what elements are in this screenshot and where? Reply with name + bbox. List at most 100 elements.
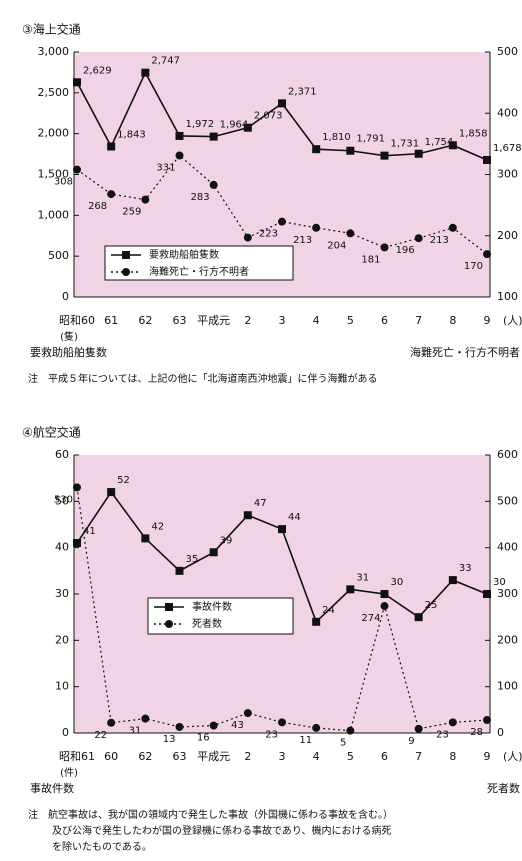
- y-tick-label: 2,500: [38, 86, 70, 99]
- note: 注 航空事故は、我が国の領域内で発生した事故（外国機に係わる事故を含む。） 及び公…: [28, 808, 393, 853]
- data-label: 25: [425, 600, 438, 611]
- x-tick-label: 8: [449, 750, 456, 763]
- marker: [141, 68, 150, 77]
- x-tick-label: 9: [484, 750, 491, 763]
- data-label: 283: [191, 192, 210, 203]
- y-axis-label: 事故件数: [30, 781, 74, 795]
- data-label: 530: [54, 494, 73, 505]
- x-tick-label: 5: [347, 750, 354, 763]
- marker: [175, 131, 184, 140]
- note: 注 平成５年については、上記の他に「北海道南西沖地震」に伴う海難がある: [28, 372, 378, 385]
- marker: [483, 716, 491, 725]
- y-tick-label: 50: [55, 494, 69, 507]
- x-tick-label: 6: [381, 750, 388, 763]
- note-line: 注 平成５年については、上記の他に「北海道南西沖地震」に伴う海難がある: [28, 372, 378, 385]
- data-label: 31: [129, 726, 142, 737]
- marker: [243, 233, 252, 242]
- data-label: 259: [122, 207, 141, 218]
- data-label: 31: [356, 572, 369, 583]
- marker: [243, 511, 252, 520]
- data-label: 52: [117, 475, 130, 486]
- y2-axis-label: 海難死亡・行方不明者: [410, 345, 520, 359]
- x-tick-label: 8: [449, 314, 456, 327]
- marker: [175, 722, 184, 731]
- data-label: 1,731: [391, 139, 420, 150]
- data-label: 23: [436, 729, 449, 740]
- note-line: 及び公海で発生したわが国の登録機に係わる事故であり、機内における病死: [52, 824, 392, 837]
- y2-tick-label: 100: [497, 680, 518, 693]
- y2-tick-label: 300: [497, 168, 518, 181]
- marker: [448, 718, 457, 727]
- data-label: 1,791: [356, 134, 385, 145]
- data-label: 331: [156, 163, 175, 174]
- marker: [278, 99, 286, 108]
- y2-tick-label: 200: [497, 229, 518, 242]
- y-tick-label: 10: [55, 680, 69, 693]
- x-tick-label: 4: [313, 314, 320, 327]
- section-title: ③海上交通: [22, 22, 81, 37]
- marker: [107, 488, 116, 497]
- data-label: 30: [391, 577, 404, 588]
- marker: [107, 190, 116, 199]
- y2-unit: (人): [503, 314, 522, 327]
- data-label: 2,747: [151, 56, 180, 67]
- data-label: 1,964: [220, 120, 249, 131]
- data-label: 44: [288, 512, 301, 523]
- data-label: 1,843: [117, 129, 146, 140]
- marker: [483, 590, 491, 598]
- y2-tick-label: 500: [497, 45, 518, 58]
- marker: [414, 613, 423, 622]
- y-tick-label: 3,000: [38, 45, 70, 58]
- data-label: 16: [197, 733, 210, 744]
- legend-label: 事故件数: [192, 600, 232, 613]
- marker: [141, 195, 150, 204]
- x-tick-label: 3: [279, 314, 286, 327]
- marker: [209, 548, 218, 557]
- data-label: 1,810: [322, 132, 351, 143]
- y2-tick-label: 100: [497, 290, 518, 303]
- data-label: 2,073: [254, 111, 283, 122]
- y-tick-label: 60: [55, 448, 69, 461]
- marker: [175, 566, 184, 575]
- section-title: ④航空交通: [22, 425, 81, 440]
- data-label: 1,678: [493, 143, 522, 154]
- y-tick-label: 30: [55, 587, 69, 600]
- marker: [380, 243, 389, 252]
- marker: [414, 724, 423, 733]
- y-tick-label: 0: [62, 290, 69, 303]
- data-label: 22: [94, 730, 107, 741]
- x-tick-label: 昭和61: [59, 750, 95, 763]
- data-label: 196: [396, 245, 415, 256]
- marker: [73, 483, 81, 492]
- note-line: を除いたものである。: [52, 840, 152, 853]
- marker: [243, 123, 252, 132]
- x-tick-label: 平成元: [197, 314, 230, 327]
- y-tick-label: 1,500: [38, 168, 70, 181]
- marker: [209, 180, 218, 189]
- marker: [141, 534, 150, 543]
- y-tick-label: 20: [55, 633, 69, 646]
- data-label: 2,371: [288, 86, 317, 97]
- marker: [380, 151, 389, 160]
- data-label: 204: [327, 240, 346, 251]
- data-label: 1,858: [459, 128, 488, 139]
- marker: [73, 78, 81, 87]
- data-label: 47: [254, 498, 267, 509]
- data-label: 13: [163, 734, 176, 745]
- data-label: 39: [220, 535, 233, 546]
- marker: [483, 250, 491, 259]
- marker: [73, 165, 81, 174]
- y-unit: (隻): [60, 330, 78, 343]
- data-label: 33: [459, 563, 472, 574]
- marker: [278, 718, 286, 727]
- x-tick-label: 62: [138, 750, 152, 763]
- data-label: 30: [493, 577, 506, 588]
- marker: [107, 718, 116, 727]
- data-label: 213: [430, 235, 449, 246]
- y-tick-label: 2,000: [38, 127, 70, 140]
- y2-tick-label: 300: [497, 587, 518, 600]
- legend-label: 要救助船舶隻数: [149, 248, 219, 261]
- data-label: 11: [299, 735, 312, 746]
- x-tick-label: 4: [313, 750, 320, 763]
